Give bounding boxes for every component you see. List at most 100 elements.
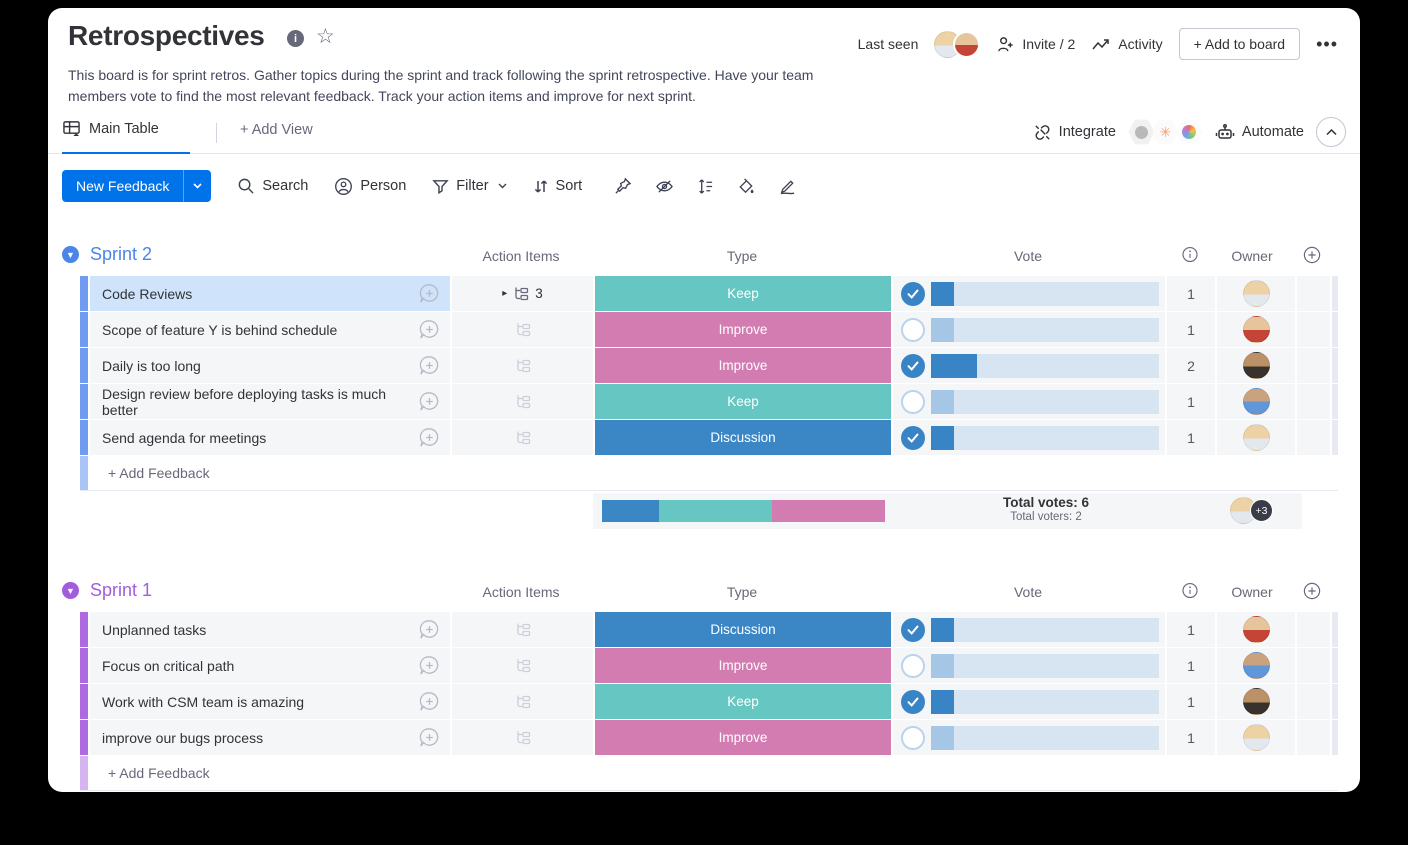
vote-count-column-info-icon[interactable]	[1182, 582, 1199, 599]
add-feedback-label[interactable]: + Add Feedback	[108, 765, 210, 781]
vote-cell[interactable]	[893, 720, 1165, 755]
vote-checkbox[interactable]	[901, 317, 925, 342]
item-name-cell[interactable]: Design review before deploying tasks is …	[90, 384, 450, 419]
action-items-cell[interactable]	[452, 648, 593, 683]
automate-button[interactable]: Automate	[1215, 123, 1304, 141]
owner-avatar[interactable]	[1242, 352, 1270, 379]
board-info-icon[interactable]: i	[287, 30, 304, 47]
add-update-icon[interactable]	[419, 319, 440, 340]
vote-checkbox[interactable]	[901, 725, 925, 750]
owner-cell[interactable]	[1217, 348, 1295, 383]
feedback-row[interactable]: improve our bugs process Improve 1	[80, 720, 1338, 755]
owner-cell[interactable]	[1217, 312, 1295, 347]
avatar[interactable]	[953, 30, 981, 58]
item-name-cell[interactable]: Work with CSM team is amazing	[90, 684, 450, 719]
add-feedback-row[interactable]: + Add Feedback	[80, 456, 1338, 491]
item-name-cell[interactable]: Focus on critical path	[90, 648, 450, 683]
new-feedback-dropdown-icon[interactable]	[183, 170, 211, 202]
type-cell[interactable]: Discussion	[595, 612, 891, 647]
add-update-icon[interactable]	[419, 727, 440, 748]
new-feedback-button[interactable]: New Feedback	[62, 170, 212, 202]
add-view-button[interactable]: + Add View	[240, 122, 313, 138]
board-menu-icon[interactable]: •••	[1316, 33, 1338, 54]
filter-button[interactable]: Filter	[432, 178, 507, 195]
vote-cell[interactable]	[893, 384, 1165, 419]
vote-count-column-info-icon[interactable]	[1182, 246, 1199, 263]
column-header-action-items[interactable]: Action Items	[482, 248, 560, 264]
action-items-cell[interactable]: ▸ 3	[452, 276, 593, 311]
summary-voters[interactable]: +3	[1230, 497, 1273, 524]
more-voters-badge[interactable]: +3	[1250, 499, 1273, 522]
owner-cell[interactable]	[1217, 684, 1295, 719]
feedback-row[interactable]: Scope of feature Y is behind schedule Imp…	[80, 312, 1338, 347]
owner-cell[interactable]	[1217, 612, 1295, 647]
owner-avatar[interactable]	[1242, 724, 1270, 751]
add-update-icon[interactable]	[419, 619, 440, 640]
column-header-action-items[interactable]: Action Items	[482, 584, 560, 600]
group-by-icon[interactable]	[697, 178, 714, 195]
add-column-icon[interactable]	[1303, 246, 1321, 264]
type-cell[interactable]: Discussion	[595, 420, 891, 455]
add-update-icon[interactable]	[419, 355, 440, 376]
type-cell[interactable]: Improve	[595, 312, 891, 347]
empty-add-column-cell[interactable]	[1297, 312, 1330, 347]
empty-add-column-cell[interactable]	[1297, 420, 1330, 455]
sign-pen-icon[interactable]	[778, 177, 797, 195]
type-cell[interactable]: Improve	[595, 720, 891, 755]
column-header-type[interactable]: Type	[726, 248, 758, 264]
owner-cell[interactable]	[1217, 276, 1295, 311]
owner-cell[interactable]	[1217, 420, 1295, 455]
expand-caret-icon[interactable]: ▸	[502, 288, 508, 299]
owner-avatar[interactable]	[1242, 280, 1270, 307]
empty-add-column-cell[interactable]	[1297, 384, 1330, 419]
owner-avatar[interactable]	[1242, 688, 1270, 715]
owner-cell[interactable]	[1217, 720, 1295, 755]
favorite-star-icon[interactable]: ☆	[316, 25, 335, 48]
new-feedback-label[interactable]: New Feedback	[76, 178, 170, 194]
owner-avatar[interactable]	[1242, 616, 1270, 643]
type-cell[interactable]: Keep	[595, 684, 891, 719]
action-items-cell[interactable]	[452, 312, 593, 347]
owner-cell[interactable]	[1217, 384, 1295, 419]
add-update-icon[interactable]	[419, 427, 440, 448]
column-header-vote[interactable]: Vote	[1013, 248, 1043, 264]
vote-checkbox[interactable]	[901, 425, 925, 450]
vote-cell[interactable]	[893, 612, 1165, 647]
owner-cell[interactable]	[1217, 648, 1295, 683]
vote-checkbox[interactable]	[901, 281, 925, 306]
column-header-owner[interactable]: Owner	[1231, 248, 1273, 264]
type-cell[interactable]: Improve	[595, 648, 891, 683]
action-items-cell[interactable]	[452, 420, 593, 455]
item-name-cell[interactable]: Daily is too long	[90, 348, 450, 383]
item-name-cell[interactable]: Unplanned tasks	[90, 612, 450, 647]
column-header-vote[interactable]: Vote	[1013, 584, 1043, 600]
column-header-owner[interactable]: Owner	[1231, 584, 1273, 600]
empty-add-column-cell[interactable]	[1297, 612, 1330, 647]
owner-avatar[interactable]	[1242, 388, 1270, 415]
vote-cell[interactable]	[893, 684, 1165, 719]
empty-add-column-cell[interactable]	[1297, 276, 1330, 311]
person-filter-button[interactable]: Person	[334, 177, 406, 196]
type-cell[interactable]: Keep	[595, 384, 891, 419]
vote-checkbox[interactable]	[901, 389, 925, 414]
type-cell[interactable]: Keep	[595, 276, 891, 311]
vote-cell[interactable]	[893, 276, 1165, 311]
feedback-row[interactable]: Daily is too long Improve 2	[80, 348, 1338, 383]
feedback-row[interactable]: Send agenda for meetings Discussion 1	[80, 420, 1338, 455]
integrate-button[interactable]: Integrate	[1033, 123, 1116, 142]
owner-avatar[interactable]	[1242, 316, 1270, 343]
hide-columns-icon[interactable]	[655, 178, 674, 195]
chevron-down-icon[interactable]	[498, 183, 507, 189]
owner-avatar[interactable]	[1242, 424, 1270, 451]
add-to-board-button[interactable]: + Add to board	[1178, 28, 1301, 60]
sort-button[interactable]: Sort	[533, 178, 582, 195]
group-collapse-icon[interactable]: ▼	[62, 582, 79, 599]
add-column-icon[interactable]	[1303, 582, 1321, 600]
vote-cell[interactable]	[893, 420, 1165, 455]
owner-avatar[interactable]	[1242, 652, 1270, 679]
feedback-row[interactable]: Code Reviews ▸ 3 Keep 1	[80, 276, 1338, 311]
type-cell[interactable]: Improve	[595, 348, 891, 383]
empty-add-column-cell[interactable]	[1297, 348, 1330, 383]
item-name-cell[interactable]: Code Reviews	[90, 276, 450, 311]
vote-checkbox[interactable]	[901, 617, 925, 642]
